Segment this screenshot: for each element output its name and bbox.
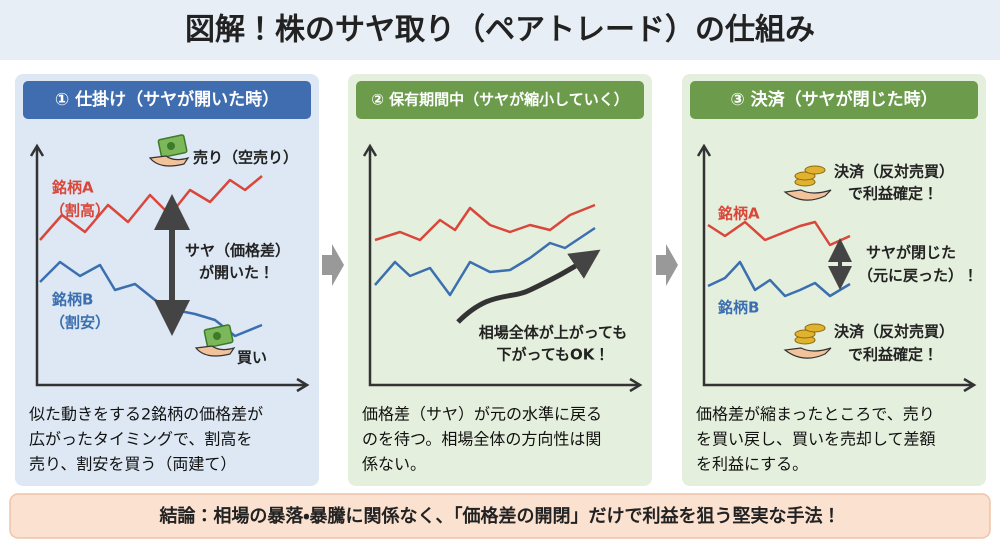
description-line: 広がったタイミングで、割高を [29,430,252,449]
stock-b-line [39,260,263,338]
axis-arrow [696,143,712,157]
axis-arrow [296,377,310,393]
label: 買い [237,349,267,367]
label: で利益確定！ [848,346,938,364]
conclusion-box [9,493,991,539]
panel-header-text: ③ 決済（サヤが閉じた時） [730,89,937,110]
description-line: 価格差（サヤ）が元の水準に戻る [362,405,602,424]
description-line: 売り、割安を買う（両建て） [29,455,236,474]
panel-header-text: ② 保有期間中（サヤが縮小していく） [371,91,628,109]
panel-header-text: ① 仕掛け（サヤが開いた時） [55,89,279,110]
axis-arrow [29,143,45,157]
coin-icon [804,323,826,333]
label: （元に戻った）！ [858,267,978,285]
hand-icon [783,189,832,201]
axis-arrow [629,377,643,393]
label: サヤ（価格差） [185,242,290,260]
label: 決済（反対売買） [834,323,954,341]
label: （割安） [50,314,110,332]
panel-header [23,81,311,119]
axes [35,148,305,387]
coin-icon [804,165,826,175]
hand-icon [783,347,832,359]
hand-icon [194,345,236,357]
description-line: を買い戻し、買いを売却して差額 [696,430,936,449]
label: が開いた！ [199,264,274,282]
title-band [0,0,1000,60]
label: サヤが閉じた [866,244,956,262]
label: で利益確定！ [848,185,938,203]
coin-icon [794,329,816,339]
panel-header [356,81,644,119]
axis-arrow [963,377,977,393]
label: 銘柄A [51,179,94,197]
label: 相場全体が上がっても [479,324,628,342]
title: 図解！株のサヤ取り（ペアトレード）の仕組み [185,13,815,48]
label: 下がってもOK！ [497,346,610,364]
bill-icon [213,332,221,340]
label: 売り（空売り） [193,149,298,167]
axes [368,148,638,387]
label: 銘柄A [717,205,760,223]
panel [348,74,652,486]
description-line: 係ない。 [362,455,426,474]
description-line: のを待つ。相場全体の方向性は関 [362,430,601,449]
description-line: を利益にする。 [696,455,808,474]
stock-b-line [374,226,596,297]
market-arrow [456,249,601,324]
stock-a-line [707,220,851,247]
label: （割高） [50,202,110,220]
label: 銘柄B [51,291,93,309]
coin-icon [794,171,816,181]
step-arrow [656,244,678,286]
bill-icon [167,142,175,150]
conclusion: 結論：相場の暴落・暴騰に関係なく、「価格差の開閉」だけで利益を狙う堅実な手法！ [158,505,840,527]
label: 決済（反対売買） [834,163,954,181]
axes [702,148,972,387]
hand-icon [148,155,190,167]
stock-a-line [374,203,596,242]
description-line: 似た動きをする2銘柄の価格差が [29,405,263,424]
axis-arrow [362,143,378,157]
stock-b-line [707,260,851,298]
panel-header [690,81,978,119]
label: 銘柄B [717,299,759,317]
step-arrow [322,244,344,286]
description-line: 価格差が縮まったところで、売り [696,405,935,424]
